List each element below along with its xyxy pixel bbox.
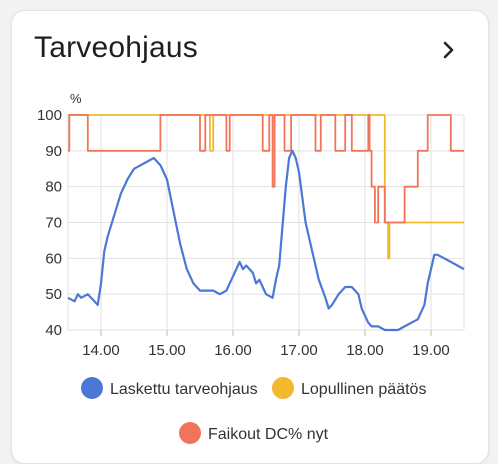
x-tick-label: 16.00	[214, 342, 252, 359]
y-tick-label: 60	[45, 250, 62, 267]
x-tick-label: 19.00	[412, 342, 450, 359]
chevron-right-icon[interactable]	[438, 39, 460, 61]
y-tick-label: 90	[45, 143, 62, 160]
legend-swatch	[81, 377, 103, 399]
y-tick-label: 80	[45, 179, 62, 196]
card-title: Tarveohjaus	[34, 31, 198, 64]
legend-swatch	[272, 377, 294, 399]
y-tick-label: 50	[45, 286, 62, 303]
series-line-1	[68, 114, 464, 260]
legend-label[interactable]: Faikout DC% nyt	[208, 426, 329, 443]
x-tick-label: 17.00	[280, 342, 318, 359]
x-tick-label: 14.00	[82, 342, 120, 359]
y-tick-label: 70	[45, 215, 62, 232]
y-tick-label: 100	[37, 107, 62, 124]
legend-label[interactable]: Lopullinen päätös	[301, 381, 426, 398]
x-tick-label: 15.00	[148, 342, 186, 359]
legend-swatch	[179, 422, 201, 444]
y-tick-label: 40	[45, 322, 62, 339]
series-line-2	[68, 114, 464, 224]
series-line-0	[67, 149, 465, 332]
x-tick-label: 18.00	[346, 342, 384, 359]
legend-label[interactable]: Laskettu tarveohjaus	[110, 381, 258, 398]
y-unit-label: %	[70, 91, 82, 106]
line-chart: 40 50 60 70 80 90 100 14.00 15.00 16.00 17.00 18.00…	[37, 91, 465, 444]
